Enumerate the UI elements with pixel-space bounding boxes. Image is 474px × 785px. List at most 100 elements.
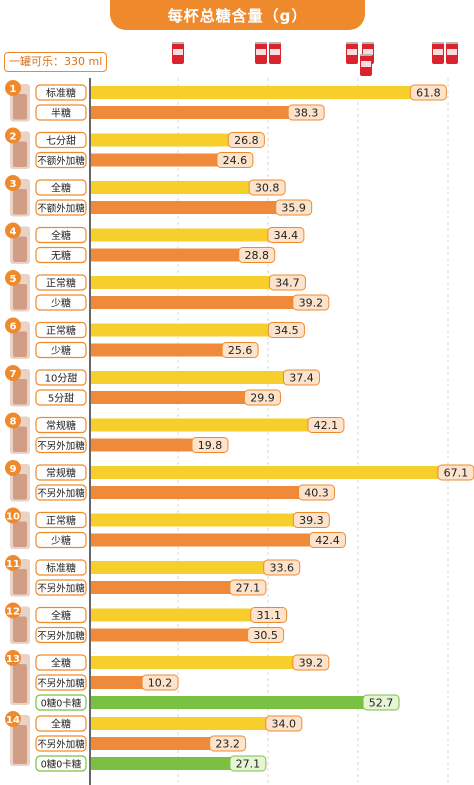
sugar-bar (91, 581, 232, 594)
value-label: 27.1 (236, 758, 261, 771)
level-label-box (35, 715, 87, 732)
level-label-box (35, 674, 87, 691)
value-label: 24.6 (223, 154, 248, 167)
value-label-box (248, 179, 286, 196)
level-label: 不额外加糖 (37, 203, 85, 215)
value-label-box (267, 227, 305, 243)
value-label-box (292, 512, 330, 528)
level-label: 少糖 (51, 344, 71, 357)
sugar-bar (91, 181, 252, 194)
sugar-bar (91, 561, 266, 574)
value-label-box (227, 132, 265, 148)
drink-number-badge (5, 317, 21, 334)
drink-number-badge (5, 80, 21, 96)
cola-can-lid (432, 42, 444, 44)
can-icon-group (346, 42, 374, 76)
drink-number: 7 (10, 369, 17, 380)
sugar-bar (91, 466, 440, 479)
drink-group-4: 4 全糖 34.4 无糖 28.8 (5, 222, 305, 264)
drink-group-3: 3 全糖 30.8 不额外加糖 35.9 (5, 175, 313, 217)
sugar-bar (91, 86, 413, 99)
drink-number: 9 (10, 464, 17, 475)
level-label: 全糖 (51, 229, 71, 242)
drink-number: 13 (6, 654, 20, 665)
drink-thumbnail-fill (13, 189, 27, 215)
level-label-box (35, 226, 87, 244)
drink-number: 4 (10, 227, 17, 238)
level-label: 不另外加糖 (37, 583, 85, 595)
cola-can-lid (269, 42, 281, 44)
value-label: 31.1 (256, 609, 281, 622)
value-label-box (238, 247, 276, 263)
level-label-box (35, 511, 87, 529)
drink-group-12: 12 全糖 31.1 不另外加糖 30.5 (5, 602, 288, 644)
drink-number: 5 (10, 274, 17, 285)
value-label-box (308, 532, 346, 548)
level-label: 不另外加糖 (37, 678, 85, 690)
value-label-box (221, 342, 259, 358)
level-label-box (35, 436, 87, 454)
level-label: 0糖0卡糖 (41, 698, 82, 710)
sugar-bar (91, 343, 225, 357)
level-label: 不另外加糖 (37, 630, 85, 642)
level-label-box (35, 131, 87, 149)
sugar-bar (91, 676, 145, 689)
drink-number: 1 (10, 84, 17, 95)
level-label: 半糖 (51, 107, 71, 120)
level-label: 标准糖 (46, 87, 76, 100)
drink-thumbnail-fill (13, 284, 27, 310)
drink-number: 10 (6, 512, 20, 523)
sugar-bar (91, 717, 268, 730)
sugar-bar (91, 608, 253, 622)
value-label-box (209, 735, 247, 752)
value-label: 30.8 (255, 182, 280, 195)
value-label: 34.4 (274, 229, 299, 242)
value-label-box (243, 389, 281, 406)
sugar-bar (91, 628, 250, 642)
can-icon-group (432, 42, 458, 64)
drink-thumbnail-fill (13, 521, 27, 547)
value-label: 39.3 (299, 514, 324, 527)
drink-group-11: 11 标准糖 33.6 不另外加糖 27.1 (5, 555, 301, 597)
value-label: 35.9 (281, 202, 306, 215)
value-label-box (275, 199, 313, 216)
level-label-box (35, 274, 87, 291)
level-label: 全糖 (51, 657, 71, 670)
sugar-bar (91, 133, 231, 147)
drink-number: 3 (10, 179, 17, 190)
level-label: 常规糖 (46, 419, 76, 432)
level-label-box (35, 389, 87, 406)
sugar-bar (91, 296, 295, 309)
value-label: 52.7 (369, 697, 394, 710)
cola-can-label (363, 49, 373, 55)
value-label: 28.8 (245, 249, 270, 262)
sugar-bar (91, 371, 286, 384)
drink-number-badge (5, 127, 21, 144)
drink-number: 2 (10, 132, 17, 143)
cola-can-label (173, 49, 183, 55)
value-label: 42.4 (315, 534, 340, 547)
drink-thumbnail-fill (13, 664, 27, 703)
level-label-box (35, 246, 87, 264)
level-label-box (35, 104, 87, 121)
drink-group-9: 9 常规糖 67.1 不另外加糖 40.3 (5, 460, 474, 502)
level-label: 不另外加糖 (37, 488, 85, 500)
value-label-box (292, 294, 330, 311)
drink-number: 11 (6, 559, 20, 570)
sugar-bar (91, 228, 270, 242)
level-label: 不额外加糖 (37, 155, 85, 167)
level-label-box (35, 559, 87, 576)
drink-number-badge (5, 270, 21, 286)
value-label-box (229, 579, 267, 596)
level-label-box (35, 579, 87, 596)
drink-group-5: 5 正常糖 34.7 少糖 39.2 (5, 270, 330, 312)
drink-number: 8 (10, 417, 17, 428)
sugar-bar (91, 201, 278, 214)
drink-thumbnail-fill (13, 474, 27, 500)
cola-can-lid (362, 42, 374, 44)
chart-title: 每杯总糖含量（g） (110, 0, 365, 30)
sugar-bar (91, 153, 219, 167)
drink-group-1: 1 标准糖 61.8 半糖 38.3 (5, 80, 447, 122)
value-label: 38.3 (294, 107, 319, 120)
value-label: 34.0 (272, 718, 297, 731)
